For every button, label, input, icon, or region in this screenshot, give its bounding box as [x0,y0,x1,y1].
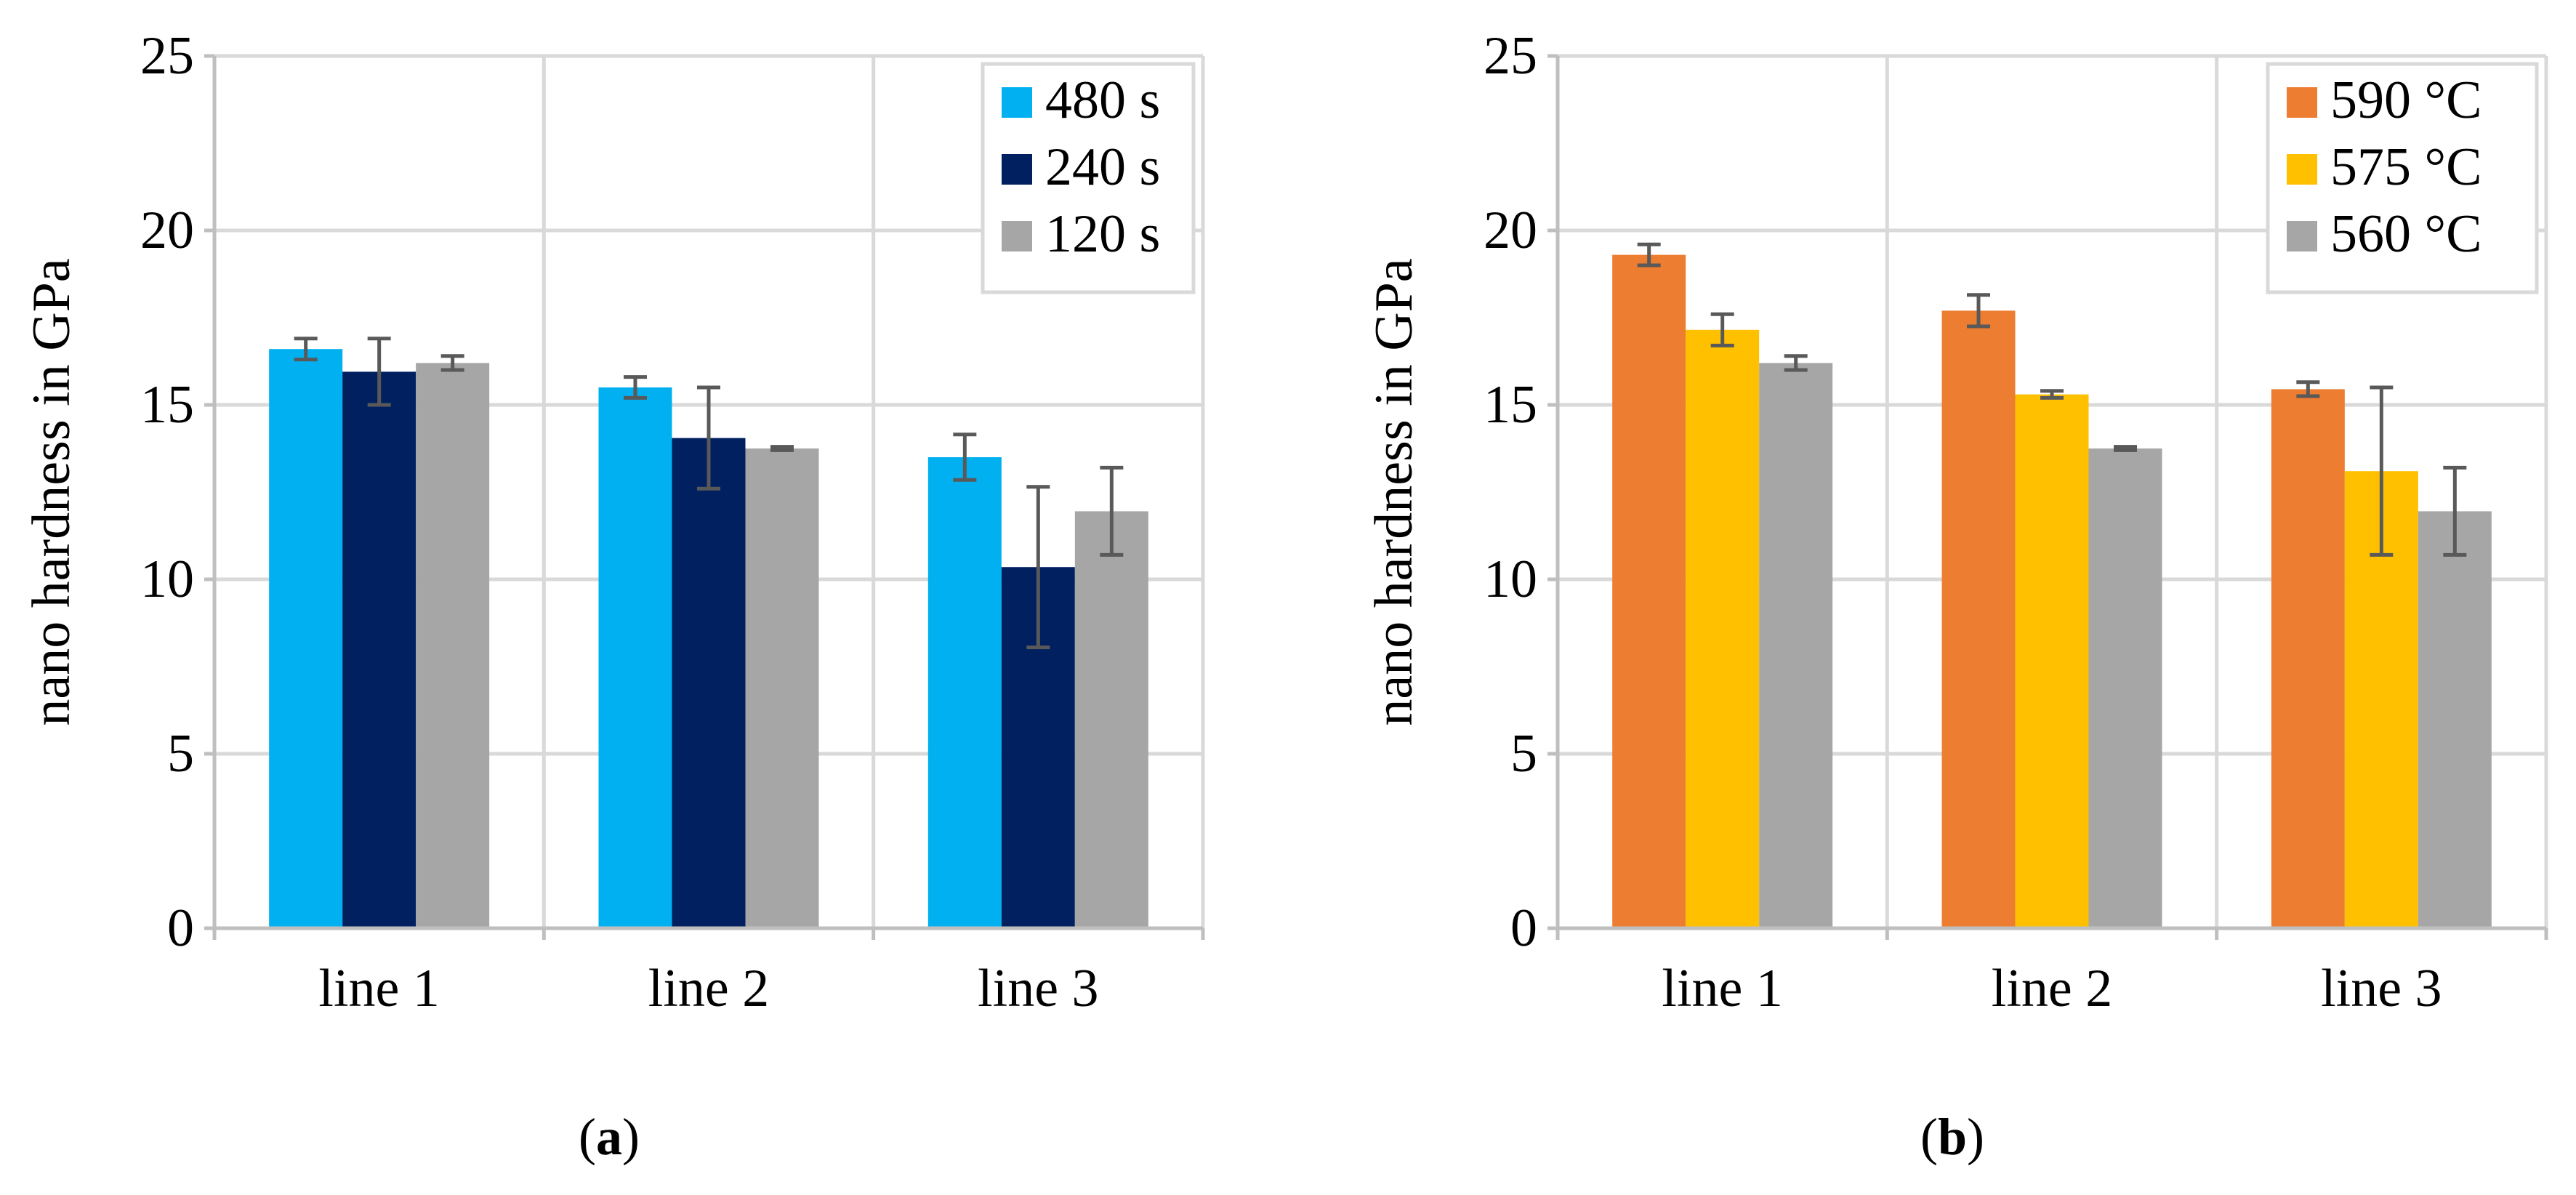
axes [204,54,1205,940]
x-tick-label: line 2 [648,959,769,1018]
legend-swatch [1002,221,1032,252]
caption-letter: a [596,1108,622,1166]
bar [1941,310,2016,928]
y-tick-label: 5 [167,724,194,784]
x-tick-label: line 3 [978,959,1098,1018]
x-tick-label: line 2 [1992,959,2112,1018]
chart-panel-b: 0 5 10 15 20 25 line 1 line 2 line 3 nano hardn… [1364,26,2548,1018]
legend-swatch [1002,87,1032,118]
bar [2271,389,2345,928]
y-tick-label: 10 [1484,550,1537,609]
legend-label: 575 °C [2330,137,2482,197]
legend-swatch [2287,221,2317,252]
legend: 480 s 240 s 120 s [981,62,1196,294]
y-tick-label: 20 [140,201,194,260]
y-tick-label: 0 [167,898,194,958]
y-tick-labels: 0 5 10 15 20 25 [140,26,194,958]
x-tick-label: line 1 [318,959,439,1018]
x-tick-labels: line 1 line 2 line 3 [1662,959,2442,1018]
caption-open: ( [1920,1108,1938,1166]
caption-open: ( [579,1108,596,1166]
bar [672,438,746,928]
bar [2015,394,2089,928]
bar [1759,363,1833,928]
y-tick-label: 5 [1510,724,1537,784]
y-tick-labels: 0 5 10 15 20 25 [1484,26,1537,958]
bar [1074,511,1148,928]
caption-close: ) [1967,1108,1984,1166]
legend-swatch [1002,154,1032,185]
x-tick-label: line 1 [1662,959,1782,1018]
legend-swatch [2287,154,2317,185]
legend-label: 240 s [1045,137,1160,197]
caption-close: ) [622,1108,640,1166]
y-tick-label: 25 [1484,26,1537,86]
y-axis-label: nano hardness in GPa [22,258,81,725]
y-tick-label: 15 [140,375,194,435]
y-axis-label: nano hardness in GPa [1364,258,1424,725]
y-tick-label: 0 [1510,898,1537,958]
caption-letter: b [1938,1108,1967,1166]
x-tick-labels: line 1 line 2 line 3 [318,959,1098,1018]
bar [2088,448,2162,928]
y-tick-label: 10 [140,550,194,609]
legend-label: 480 s [1045,71,1160,130]
legend-label: 590 °C [2330,71,2482,130]
y-tick-label: 15 [1484,375,1537,435]
bar [927,457,1002,928]
chart-panel-a: 0 5 10 15 20 25 line 1 line 2 line 3 nano hardn… [22,26,1205,1018]
bar [2418,511,2492,928]
bar [745,448,819,928]
legend-swatch [2287,87,2317,118]
bar [269,349,343,928]
legend-label: 560 °C [2330,204,2482,264]
bars [1612,242,2492,929]
panel-caption-b: (b) [1920,1108,1984,1166]
bar [342,371,416,928]
axes [1547,54,2548,940]
bar [1612,254,1686,929]
panel-caption-a: (a) [579,1108,640,1166]
bar [598,387,672,928]
y-tick-label: 25 [140,26,194,86]
bar [1686,329,1760,928]
bars [269,337,1148,928]
y-tick-label: 20 [1484,201,1537,260]
legend: 590 °C 575 °C 560 °C [2266,62,2539,294]
legend-label: 120 s [1045,204,1160,264]
bar [416,363,490,928]
x-tick-label: line 3 [2321,959,2442,1018]
